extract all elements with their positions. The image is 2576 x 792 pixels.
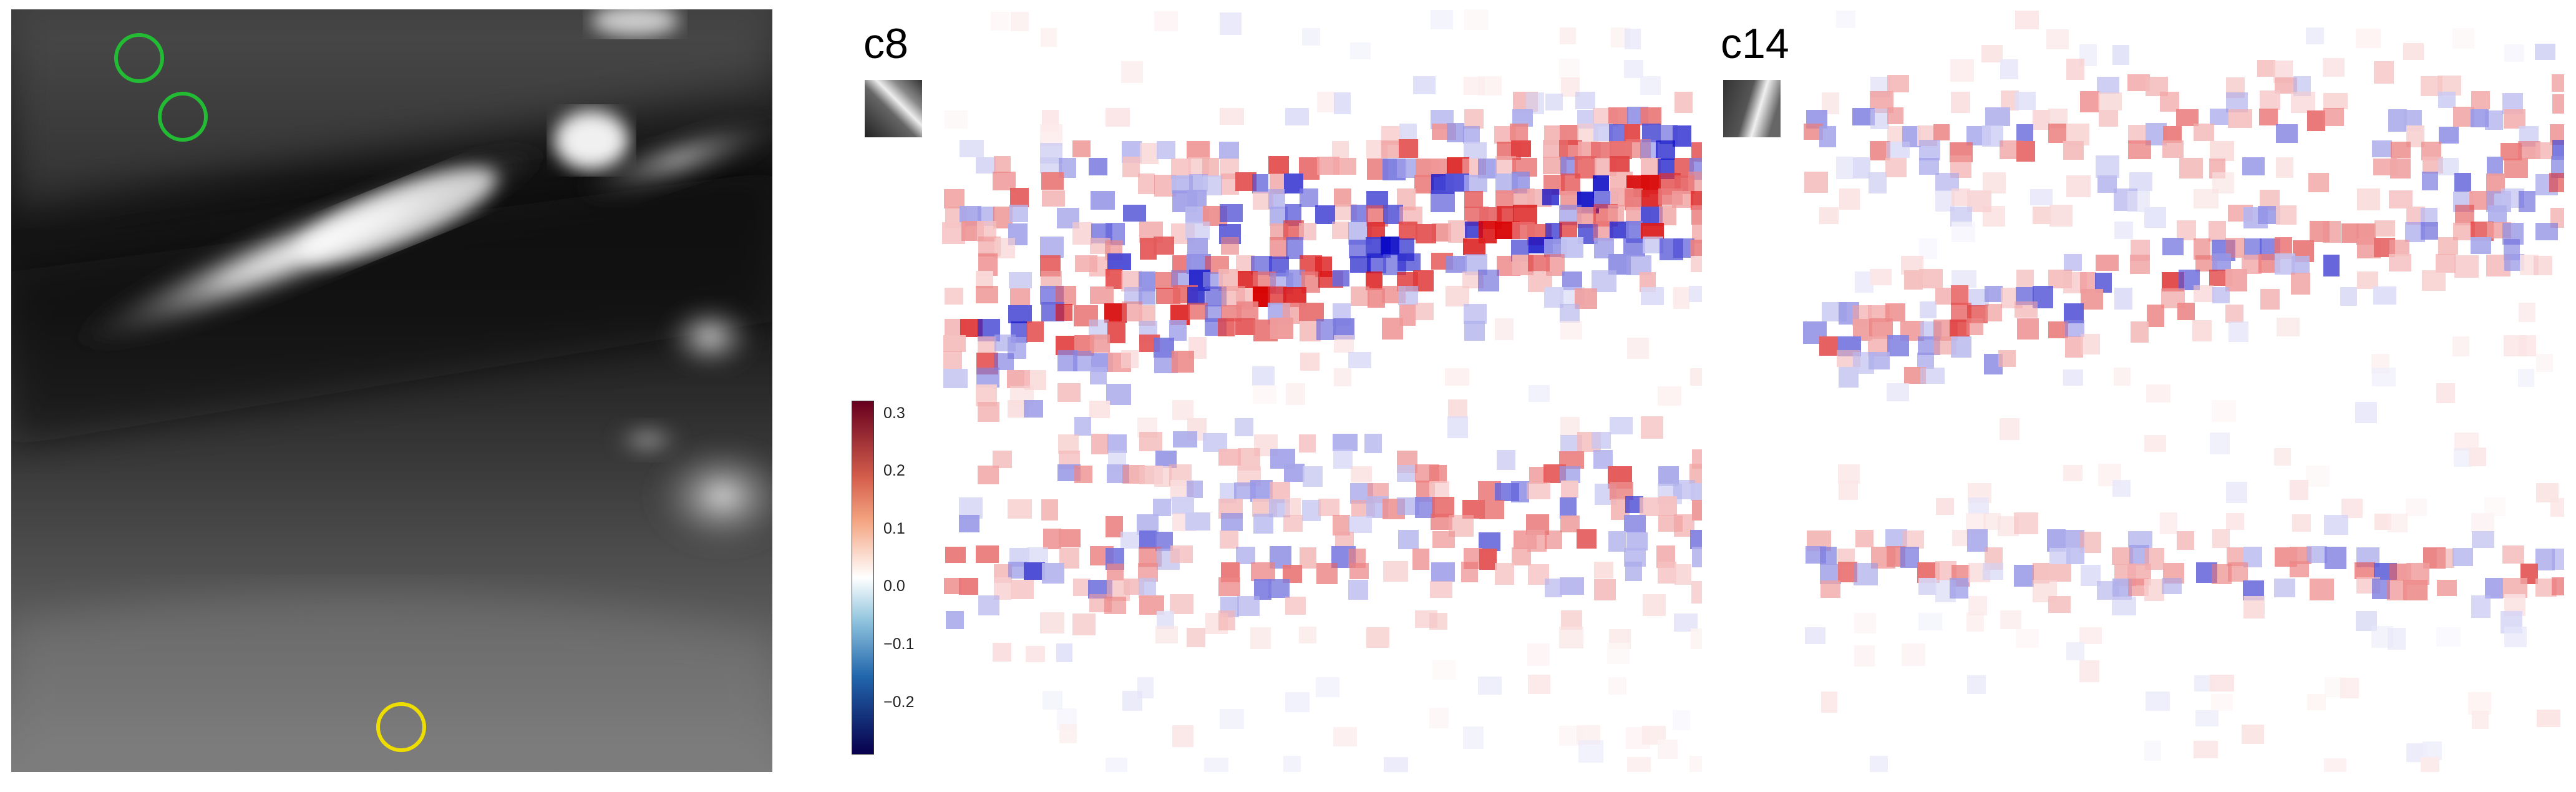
c14-activation-heatmap: [1803, 9, 2564, 772]
colorbar-tick-label: −0.2: [883, 693, 915, 711]
c14-kernel-thumbnail: [1723, 80, 1781, 137]
green-marker-1: [114, 33, 164, 83]
c8-activation-heatmap: [942, 9, 1702, 772]
green-marker-2: [158, 92, 208, 142]
colorbar-tick-label: 0.3: [883, 404, 905, 422]
colorbar: [852, 401, 874, 755]
colorbar-tick-label: 0.2: [883, 462, 905, 480]
c8-label: c8: [863, 20, 908, 67]
colorbar-tick-label: 0.0: [883, 577, 905, 595]
yellow-marker: [376, 702, 426, 752]
c14-heatmap-svg: [1803, 9, 2564, 772]
grayscale-image-svg: [11, 9, 772, 772]
c8-heatmap-svg: [942, 9, 1702, 772]
colorbar-tick-label: 0.1: [883, 519, 905, 537]
colorbar-tick-label: −0.1: [883, 635, 915, 653]
c8-kernel-thumbnail: [865, 80, 922, 137]
grayscale-image: [11, 9, 772, 772]
c14-label: c14: [1721, 20, 1789, 67]
